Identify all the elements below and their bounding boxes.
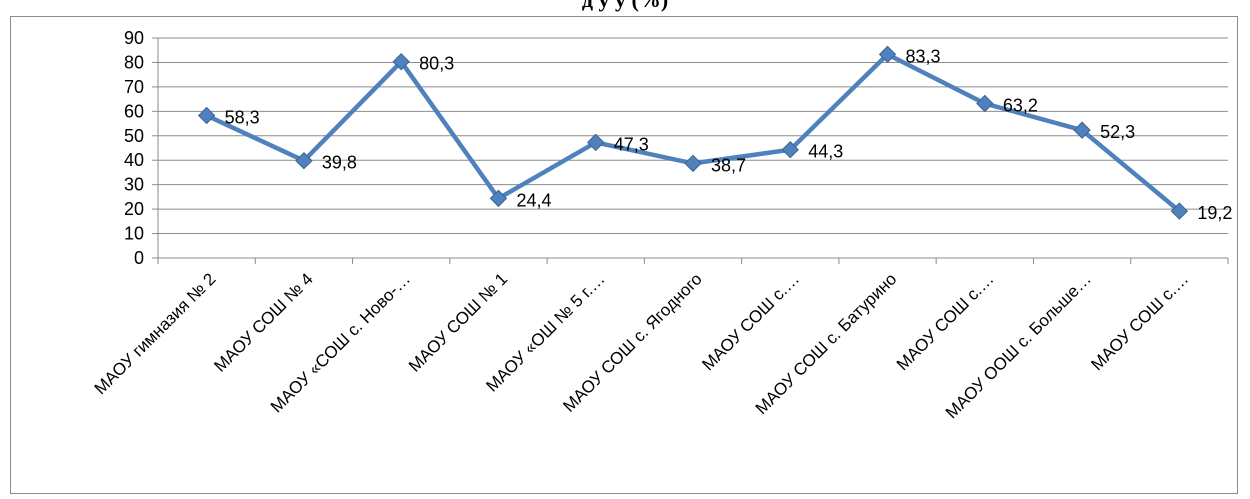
y-tick-label: 60 [124, 101, 144, 121]
data-point-marker [976, 94, 994, 113]
point-layer [197, 45, 1189, 220]
data-label: 80,3 [419, 54, 454, 74]
data-point-marker [295, 152, 313, 170]
y-tick-label: 80 [124, 52, 144, 72]
grid-lines [158, 37, 1228, 235]
x-category-label: МАОУ СОШ с.… [1087, 269, 1192, 374]
data-point-marker [489, 189, 508, 208]
data-label: 39,8 [322, 153, 357, 173]
y-tick-label: 40 [124, 150, 144, 170]
data-label-layer: 58,3 39,8 80,3 24,4 47,3 38,7 44,3 83,3 63,2 52,3… [225, 46, 1233, 223]
x-category-label: МАОУ СОШ № 1 [405, 269, 511, 375]
y-tick-label: 30 [124, 175, 144, 195]
data-point-marker [684, 154, 702, 173]
x-category-label: МАОУ СОШ с.… [893, 269, 998, 374]
y-tick-label: 10 [124, 224, 144, 244]
data-label: 19,2 [1197, 203, 1232, 223]
series-layer [205, 52, 1181, 213]
axes [152, 37, 1229, 264]
data-point-marker [197, 106, 216, 125]
data-point-marker [781, 141, 799, 159]
data-label: 47,3 [614, 134, 649, 154]
data-point-marker [587, 133, 605, 152]
data-point-marker [1170, 202, 1189, 220]
data-point-marker [1073, 121, 1091, 139]
y-axis-ticks: 0 10 20 30 40 50 60 70 80 90 [124, 28, 144, 268]
chart-frame [10, 16, 1238, 494]
data-label: 44,3 [808, 142, 843, 162]
data-label: 24,4 [516, 190, 551, 210]
series-line [205, 52, 1181, 213]
chart-title-fragment: д у у (%) [0, 0, 1250, 13]
data-point-marker [392, 53, 410, 71]
data-label: 63,2 [1003, 96, 1038, 116]
y-tick-label: 50 [124, 126, 144, 146]
y-tick-label: 20 [124, 199, 144, 219]
data-label: 38,7 [711, 155, 746, 175]
y-tick-label: 70 [124, 77, 144, 97]
data-label: 83,3 [906, 46, 941, 66]
x-category-label: МАОУ СОШ с.… [698, 269, 803, 374]
x-category-label: МАОУ СОШ № 4 [210, 269, 316, 375]
y-tick-label: 0 [134, 248, 144, 268]
data-label: 52,3 [1100, 122, 1135, 142]
data-point-marker [878, 45, 897, 64]
x-category-label: МАОУ гимназия № 2 [91, 269, 220, 398]
data-label: 58,3 [225, 107, 260, 127]
chart-title-strip: д у у (%) [0, 0, 1250, 14]
y-tick-label: 90 [124, 28, 144, 48]
